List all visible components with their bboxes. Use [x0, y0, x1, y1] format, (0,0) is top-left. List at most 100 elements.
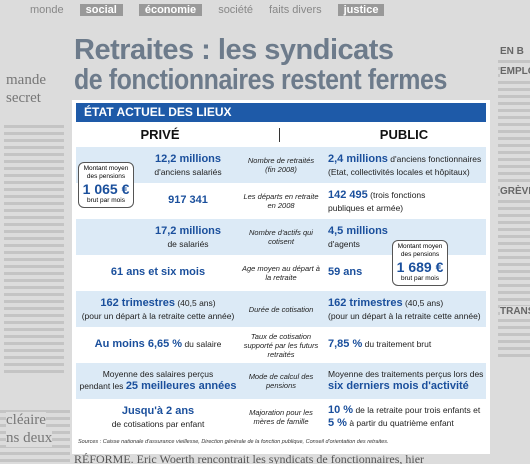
pension-note: brut par mois: [87, 197, 125, 205]
highlight-figure: Jusqu'à 2 ans: [121, 405, 195, 418]
cell-line: 4,5 millions: [328, 225, 486, 238]
cell: 917 341: [136, 183, 240, 219]
cell-line: pendant les 25 meilleures années: [76, 380, 240, 393]
cell-line: 142 495 (trois fonctions: [328, 189, 486, 202]
cell-text: du traitement brut: [362, 339, 432, 350]
side-text: ns deux: [6, 430, 53, 447]
cell-text: pendant les: [79, 380, 126, 391]
cell-text: de cotisations par enfant: [111, 418, 205, 429]
sources: Sources : Caisse nationale d'assurance v…: [78, 439, 389, 445]
table-row: 61 ans et six mois Age moyen au départ à …: [76, 255, 486, 291]
table: 12,2 millions d'anciens salariés Nombre de…: [72, 147, 490, 435]
cell: 61 ans et six mois: [76, 255, 240, 291]
table-row: 917 341 Les départs en retraite en 2008 14…: [76, 183, 486, 219]
cell-text: d'agents: [328, 238, 360, 249]
cell-line: de salariés: [136, 239, 240, 249]
cell: 162 trimestres (40,5 ans) (pour un départ…: [76, 291, 240, 327]
nav-item: social: [79, 4, 123, 16]
pension-bubble: Montant moyen des pensions 1 689 € brut …: [392, 240, 448, 287]
cell-line: 61 ans et six mois: [76, 266, 240, 279]
cell: Moyenne des traitements perçus lors des s…: [322, 363, 486, 399]
cell-text: de la retraite pour trois enfants et: [353, 404, 481, 415]
cell-text: de salariés: [167, 238, 209, 249]
cell-text: (40,5 ans): [174, 298, 216, 309]
cell-text: à partir du quatrième enfant: [346, 418, 454, 428]
cell-line: 12,2 millions: [136, 153, 240, 166]
criterion: Taux de cotisation supporté par les futu…: [243, 331, 319, 359]
highlight-figure: 162 trimestres: [328, 297, 403, 310]
cell-line: 59 ans: [328, 266, 486, 279]
side-heading: EMPLO: [500, 66, 530, 77]
pension-amount: 1 689 €: [396, 258, 444, 275]
cell-line: six derniers mois d'activité: [328, 380, 486, 393]
pension-bubble: Montant moyen des pensions 1 065 € brut …: [78, 162, 134, 209]
side-heading: GRÈVE: [500, 186, 530, 197]
table-row: Moyenne des salaires perçus pendant les 2…: [76, 363, 486, 399]
cell-line: 17,2 millions: [136, 225, 240, 238]
cell-line: (Etat, collectivités locales et hôpitaux…: [328, 167, 486, 177]
criterion: Age moyen au départ à la retraite: [242, 264, 320, 282]
cell: 142 495 (trois fonctions publiques et arm…: [322, 183, 486, 219]
side-text: cléaire: [6, 412, 46, 429]
highlight-figure: 917 341: [168, 194, 208, 207]
cell-line: 2,4 millions d'anciens fonctionnaires: [328, 153, 486, 166]
cell-text: Moyenne des traitements perçus lors des: [328, 369, 484, 380]
cell: 7,85 % du traitement brut: [322, 327, 486, 363]
headline: Retraites : les syndicats: [74, 34, 394, 66]
cell-line: Au moins 6,65 % du salaire: [76, 338, 240, 351]
cell-line: d'anciens salariés: [136, 167, 240, 177]
nav-bar: monde social économie société faits divers ju…: [0, 0, 530, 20]
highlight-figure: 12,2 millions: [154, 153, 222, 166]
cell: 12,2 millions d'anciens salariés: [136, 147, 240, 183]
criterion: Nombre de retraités (fin 2008): [247, 156, 315, 174]
side-heading: TRANS: [500, 306, 530, 317]
pension-label: Montant moyen des pensions: [397, 243, 443, 258]
cell: 162 trimestres (40,5 ans) (pour un départ…: [322, 291, 486, 327]
side-text: secret: [6, 90, 41, 107]
cell-text: publiques et armée): [328, 202, 404, 213]
highlight-figure: six derniers mois d'activité: [328, 379, 469, 392]
pension-label: Montant moyen des pensions: [83, 165, 129, 180]
cell: 2,4 millions d'anciens fonctionnaires (Et…: [322, 147, 486, 183]
highlight-figure: 10 %: [328, 403, 354, 416]
infographic-title: ÉTAT ACTUEL DES LIEUX: [76, 103, 486, 122]
cell-line: 10 % de la retraite pour trois enfants e…: [328, 404, 486, 417]
cell-line: 5 % à partir du quatrième enfant: [328, 417, 486, 430]
cell: 59 ans: [322, 255, 486, 291]
table-row: 12,2 millions d'anciens salariés Nombre de…: [76, 147, 486, 183]
nav-item: économie: [138, 4, 203, 16]
nav-item: faits divers: [269, 4, 322, 16]
pension-note: brut par mois: [401, 275, 439, 283]
column-header: PRIVÉ: [140, 127, 180, 142]
highlight-figure: 2,4 millions: [328, 153, 388, 166]
cell-text: (pour un départ à la retraite cette anné…: [328, 310, 481, 321]
cell: Moyenne des salaires perçus pendant les 2…: [76, 363, 240, 399]
pension-amount: 1 065 €: [82, 180, 130, 197]
highlight-figure: 61 ans et six mois: [110, 266, 206, 279]
cell-line: d'agents: [328, 239, 486, 249]
highlight-figure: 7,85 %: [328, 338, 363, 351]
cell: Au moins 6,65 % du salaire: [76, 327, 240, 363]
headline: de fonctionnaires restent fermes: [74, 64, 447, 96]
cell-line: Moyenne des traitements perçus lors des: [328, 369, 486, 379]
cell-text: (trois fonctions: [367, 190, 426, 201]
side-heading: EN B: [500, 46, 524, 57]
blurred-column: [4, 125, 64, 375]
cell: 4,5 millions d'agents: [322, 219, 486, 255]
cell-line: de cotisations par enfant: [76, 419, 240, 429]
criterion: Les départs en retraite en 2008: [243, 192, 319, 210]
cell-text: d'anciens fonctionnaires: [387, 154, 482, 165]
highlight-figure: 17,2 millions: [154, 225, 222, 238]
cell-text: Moyenne des salaires perçus: [102, 369, 214, 380]
cell-line: 7,85 % du traitement brut: [328, 338, 486, 351]
cell-text: (Etat, collectivités locales et hôpitaux…: [328, 166, 470, 177]
cell-text: d'anciens salariés: [154, 166, 222, 177]
cell: Jusqu'à 2 ans de cotisations par enfant: [76, 399, 240, 435]
cell-line: 162 trimestres (40,5 ans): [76, 297, 240, 310]
highlight-figure: 142 495: [328, 189, 368, 202]
nav-item: société: [218, 4, 254, 16]
cell-line: Moyenne des salaires perçus: [76, 369, 240, 379]
criterion: Nombre d'actifs qui cotisent: [249, 228, 313, 246]
highlight-figure: 5 %: [328, 417, 347, 429]
highlight-figure: Au moins 6,65 %: [94, 338, 183, 351]
